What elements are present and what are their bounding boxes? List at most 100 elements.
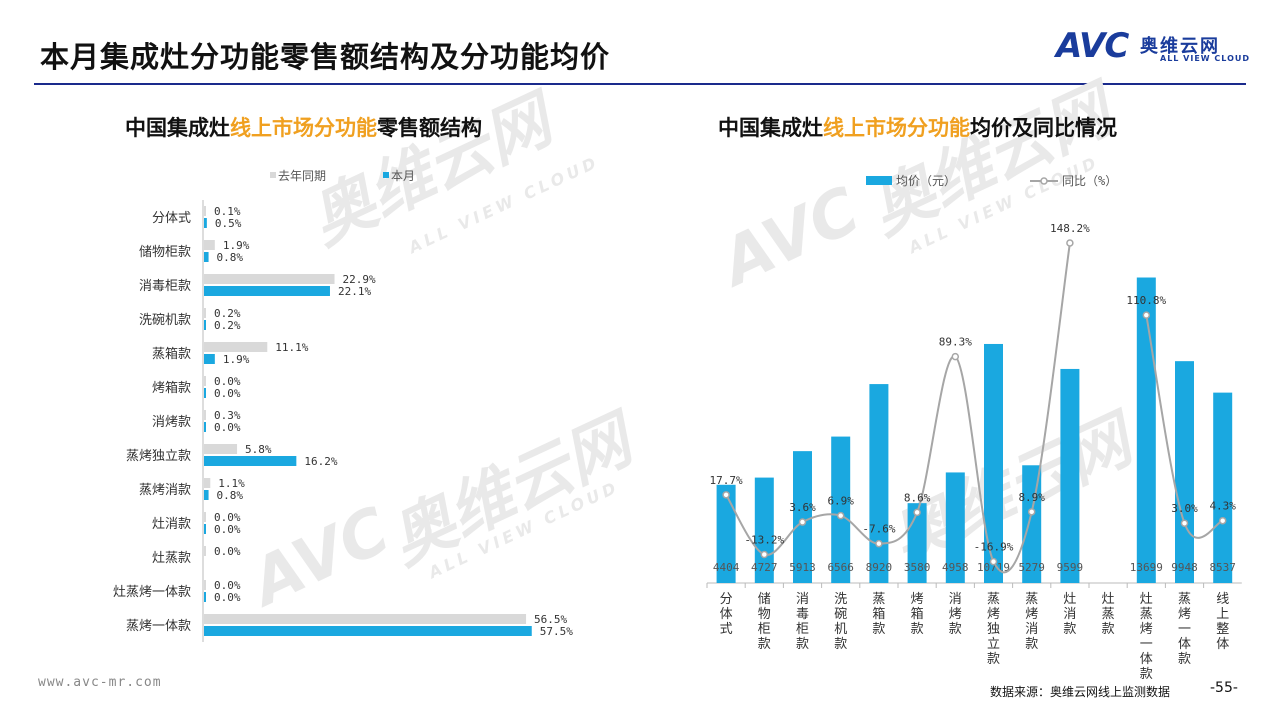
line-label: 8.6% (904, 491, 931, 504)
brand-logo: AVC 奥维云网 ALL VIEW CLOUD (1056, 26, 1256, 70)
category-label: 灶蒸烤一体款 (113, 585, 191, 600)
right-title-highlight: 线上市场分功能 (823, 116, 970, 140)
left-chart-title: 中国集成灶线上市场分功能零售额结构 (125, 112, 482, 142)
category-label: 分体式 (152, 211, 191, 226)
data-label: 1.1% (218, 477, 245, 490)
footer-url: www.avc-mr.com (38, 675, 162, 690)
data-label: 9599 (1057, 561, 1084, 574)
category-label: 灶蒸款 (1102, 592, 1115, 637)
bar (204, 252, 209, 262)
category-label: 蒸箱款 (152, 346, 191, 362)
bar (204, 444, 238, 454)
data-label: 9948 (1171, 561, 1198, 574)
bar (831, 436, 851, 583)
bar (1213, 392, 1233, 583)
category-label: 蒸烤消款 (139, 483, 191, 498)
category-label: 烤箱款 (911, 592, 924, 637)
data-label: 8920 (866, 561, 893, 574)
page-number: -55- (1210, 680, 1238, 696)
bar (869, 384, 889, 583)
right-chart-title: 中国集成灶线上市场分功能均价及同比情况 (718, 112, 1117, 142)
line-label: -13.2% (744, 533, 784, 546)
bar (204, 546, 206, 556)
line-marker (722, 491, 730, 499)
data-label: 11.1% (275, 341, 308, 354)
left-title-highlight: 线上市场分功能 (230, 116, 377, 140)
bar (204, 376, 206, 386)
bar (1175, 361, 1194, 583)
bar (204, 388, 206, 398)
data-label: 8537 (1209, 561, 1236, 574)
data-label: 6566 (827, 561, 854, 574)
category-label: 消烤款 (152, 415, 191, 430)
title-divider (34, 83, 1246, 85)
line-marker (760, 550, 769, 559)
line-label: 148.2% (1050, 222, 1090, 235)
line-marker (1066, 239, 1074, 247)
bar (204, 218, 207, 228)
line-label: 8.9% (1018, 491, 1045, 504)
logo-english: ALL VIEW CLOUD (1160, 54, 1251, 63)
data-label: 4404 (713, 561, 740, 574)
legend-label: 均价（元） (896, 174, 956, 188)
data-label: 0.2% (214, 319, 241, 332)
bar (984, 343, 1003, 583)
legend-swatch (270, 172, 276, 178)
line-label: 110.8% (1126, 294, 1166, 307)
data-label: 4958 (942, 561, 969, 574)
bar (204, 354, 215, 364)
line-marker (1142, 311, 1151, 319)
category-label: 灶蒸烤一体款 (1140, 592, 1153, 682)
data-label: 0.0% (214, 579, 241, 592)
bar (204, 456, 297, 466)
bar (204, 320, 206, 330)
data-label: 16.2% (304, 455, 337, 468)
category-label: 消毒柜款 (139, 279, 191, 294)
category-label: 洗碗机款 (139, 312, 191, 328)
bar (754, 477, 774, 583)
line-marker (798, 518, 807, 526)
category-label: 灶消款 (1063, 592, 1076, 637)
data-label: 22.1% (338, 285, 371, 298)
right-title-part3: 均价及同比情况 (970, 116, 1117, 140)
logo-chinese: 奥维云网 (1140, 36, 1220, 57)
legend-label: 本月 (391, 169, 415, 183)
bar (204, 626, 532, 636)
bar (204, 592, 206, 602)
bar (793, 451, 812, 583)
data-label: 5.8% (245, 443, 272, 456)
bar (716, 484, 736, 583)
data-label: 0.0% (214, 545, 241, 558)
category-label: 蒸烤一体款 (126, 619, 191, 634)
bar (204, 422, 206, 432)
category-label: 灶蒸款 (152, 551, 191, 566)
bar (204, 614, 527, 624)
line-marker (836, 511, 845, 520)
line-label: 3.0% (1171, 502, 1198, 515)
data-label: 57.5% (540, 625, 573, 638)
line-label: 6.9% (827, 495, 854, 508)
data-label: 13699 (1130, 561, 1163, 574)
bar (204, 478, 211, 488)
data-label: 0.5% (215, 217, 242, 230)
category-label: 储物柜款 (758, 592, 771, 652)
category-label: 蒸烤一体款 (1178, 592, 1191, 667)
line-marker (875, 539, 883, 548)
bar (1060, 368, 1080, 583)
data-source: 数据来源：奥维云网线上监测数据 (990, 685, 1171, 699)
data-label: 0.1% (214, 205, 241, 218)
data-label: 56.5% (534, 613, 567, 626)
category-label: 蒸烤独立款 (126, 449, 191, 464)
line-marker (913, 508, 921, 517)
data-label: 0.0% (214, 511, 241, 524)
line-label: 89.3% (939, 336, 972, 349)
bar (1136, 277, 1156, 583)
bar (204, 490, 209, 500)
bar (204, 524, 206, 534)
data-label: 0.0% (214, 387, 241, 400)
data-label: 0.0% (214, 421, 241, 434)
bar (204, 286, 330, 296)
line-label: 4.3% (1209, 500, 1236, 513)
